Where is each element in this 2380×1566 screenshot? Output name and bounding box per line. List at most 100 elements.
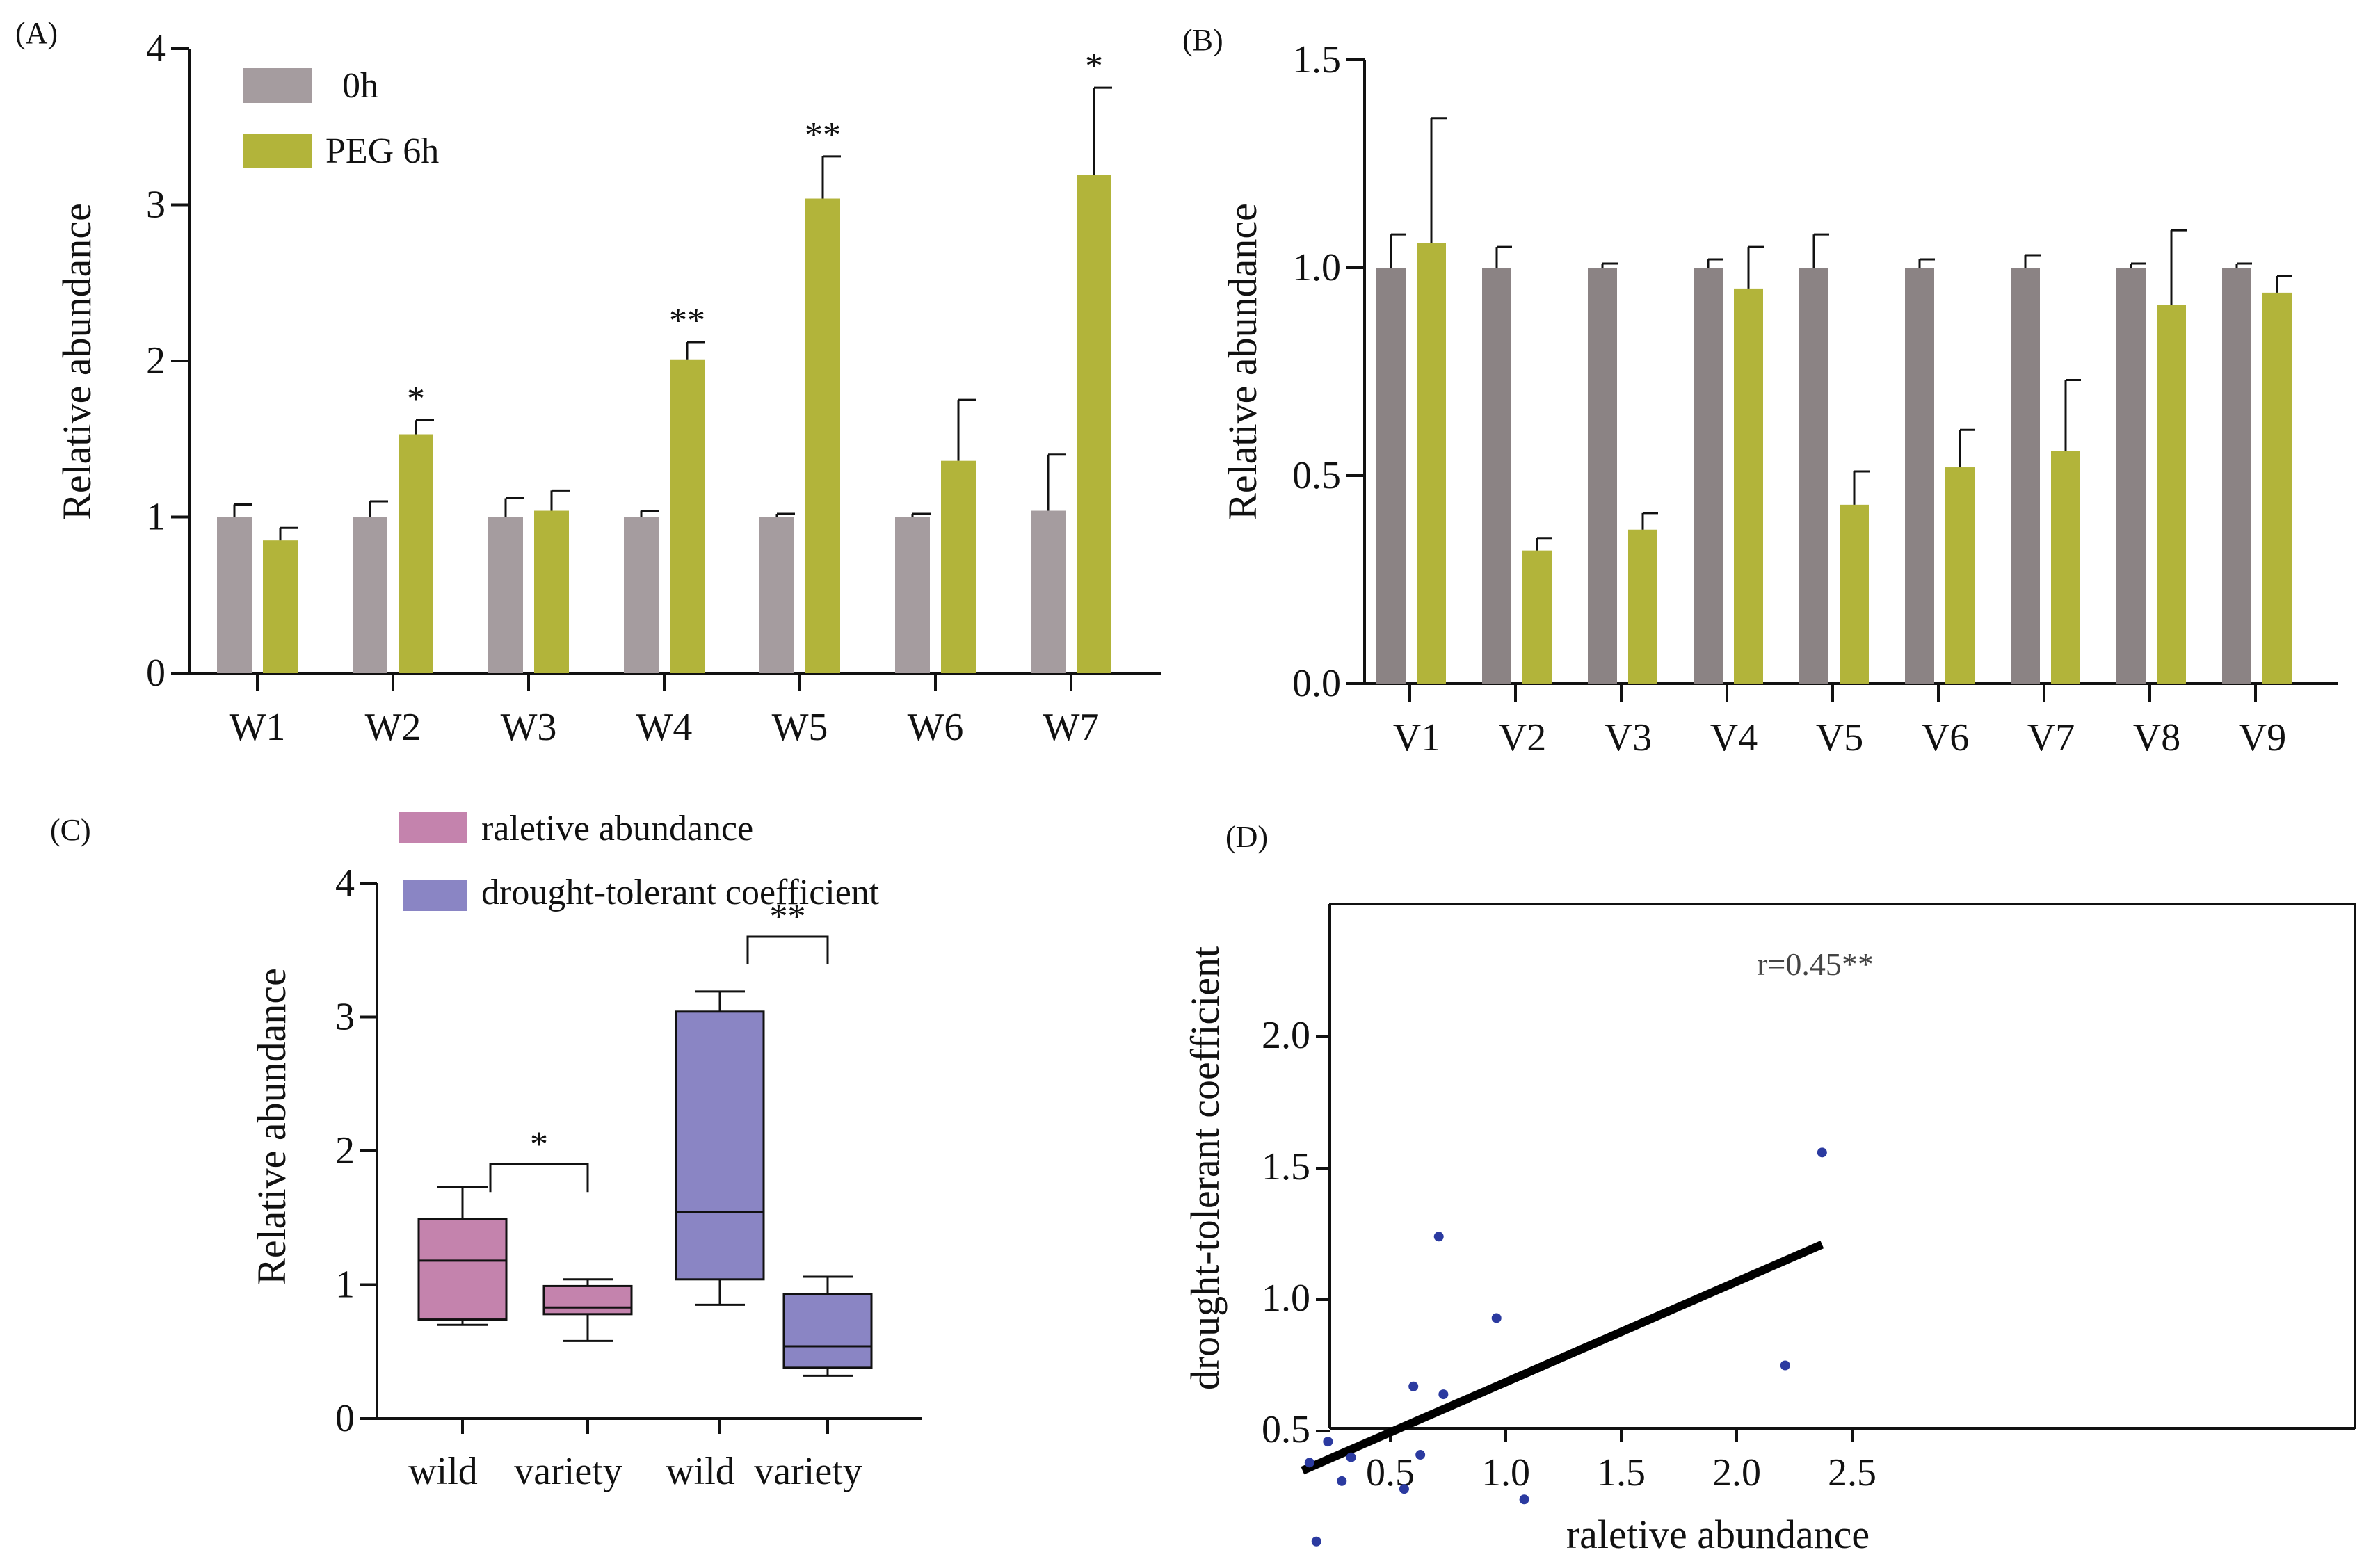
panel-b-x-tick-label: V5 xyxy=(1816,716,1863,759)
panel-a-x-tick-label: W6 xyxy=(908,706,964,749)
panel-a-bar xyxy=(805,198,840,673)
panel-c-label: (C) xyxy=(50,813,91,847)
panel-d-data-point xyxy=(1408,1381,1419,1391)
panel-a-significance: * xyxy=(1085,47,1103,86)
panel-a-x-tick-label: W7 xyxy=(1043,706,1100,749)
panel-a-legend-swatch xyxy=(243,134,312,168)
panel-a-bar xyxy=(399,434,433,673)
panel-b-bar xyxy=(2222,268,2251,684)
panel-d-plot-frame xyxy=(1329,903,2356,1429)
panel-d-y-axis-title: drought-tolerant coefficient xyxy=(1182,946,1228,1390)
panel-a-legend-label: 0h xyxy=(342,66,378,106)
panel-c-y-tick-label: 4 xyxy=(335,862,355,905)
panel-c-box xyxy=(542,1284,633,1316)
panel-d-y-tick-label: 0.5 xyxy=(1262,1408,1310,1451)
panel-c-legend-swatch xyxy=(399,812,467,843)
panel-b-y-tick-label: 1.0 xyxy=(1292,246,1341,289)
panel-c-box xyxy=(782,1293,873,1369)
panel-a-y-tick-label: 4 xyxy=(146,27,166,70)
panel-c-significance-bracket xyxy=(746,935,829,964)
panel-b-bar xyxy=(1522,550,1552,684)
panel-b-y-tick-label: 1.5 xyxy=(1292,38,1341,81)
panel-d-data-point xyxy=(1519,1494,1529,1505)
panel-a-y-axis-title: Relative abundance xyxy=(54,203,99,520)
panel-a-x-tick-label: W5 xyxy=(772,706,828,749)
panel-c-box xyxy=(417,1218,508,1321)
panel-a-significance: ** xyxy=(805,115,841,155)
panel-a-x-tick-label: W3 xyxy=(501,706,557,749)
panel-a-bar xyxy=(534,510,569,673)
panel-a-bar xyxy=(624,517,659,673)
panel-b-bar xyxy=(1482,268,1511,684)
panel-c-y-tick-label: 1 xyxy=(335,1264,355,1307)
panel-a-significance: * xyxy=(407,379,425,419)
panel-a-bar xyxy=(353,517,387,673)
panel-b-x-tick-label: V2 xyxy=(1499,716,1546,759)
panel-a-x-tick-label: W4 xyxy=(636,706,693,749)
panel-b-bar xyxy=(2051,451,2080,684)
panel-c-box xyxy=(675,1010,765,1281)
panel-a-bar xyxy=(895,517,930,673)
panel-c-x-tick-label: variety xyxy=(514,1450,622,1493)
panel-b-bar xyxy=(1734,288,1763,684)
panel-b-bar xyxy=(1945,467,1975,684)
panel-d-data-point xyxy=(1491,1313,1502,1323)
panel-a-y-tick-label: 0 xyxy=(146,652,166,695)
panel-c-significance: ** xyxy=(770,897,806,937)
panel-d-data-point xyxy=(1780,1360,1790,1371)
panel-d-data-point xyxy=(1817,1147,1827,1158)
panel-b-y-tick-label: 0.5 xyxy=(1292,454,1341,497)
panel-a-bar xyxy=(759,517,794,673)
panel-a-legend-label: PEG 6h xyxy=(325,131,439,171)
panel-d-x-tick-label: 2.5 xyxy=(1828,1451,1876,1494)
panel-c-legend-swatch xyxy=(403,880,467,911)
panel-c-legend-label: raletive abundance xyxy=(481,809,753,848)
panel-c-y-tick-label: 2 xyxy=(335,1129,355,1172)
panel-d-y-tick-label: 1.0 xyxy=(1262,1277,1310,1320)
panel-a-x-tick-label: W1 xyxy=(230,706,286,749)
panel-d-label: (D) xyxy=(1225,820,1268,854)
panel-b-bar xyxy=(1694,268,1723,684)
panel-a-x-tick-label: W2 xyxy=(365,706,421,749)
panel-c-significance-bracket xyxy=(489,1163,589,1193)
panel-b-bar xyxy=(1628,529,1657,684)
panel-a-legend-swatch xyxy=(243,68,312,103)
panel-b-x-tick-label: V1 xyxy=(1393,716,1440,759)
panel-b-x-tick-label: V4 xyxy=(1710,716,1758,759)
panel-a-y-tick-label: 1 xyxy=(146,496,166,539)
panel-d-x-tick-label: 1.0 xyxy=(1481,1451,1530,1494)
panel-b-x-tick-label: V7 xyxy=(2027,716,2075,759)
panel-b-bar xyxy=(2262,292,2292,684)
panel-b-bar xyxy=(1417,243,1446,684)
panel-b-y-axis-title: Relative abundance xyxy=(1220,203,1265,520)
panel-c-y-axis-title: Relative abundance xyxy=(249,968,294,1285)
panel-d-data-point xyxy=(1337,1476,1347,1486)
panel-b-x-tick-label: V9 xyxy=(2239,716,2286,759)
panel-b-bar xyxy=(2157,305,2186,684)
panel-b-bar xyxy=(1840,504,1869,684)
panel-d-data-point xyxy=(1346,1452,1356,1462)
panel-b-bar xyxy=(2116,268,2146,684)
panel-a-bar xyxy=(263,540,298,673)
panel-c-significance: * xyxy=(530,1124,548,1164)
panel-b-bar xyxy=(1799,268,1828,684)
panel-a-y-tick-label: 2 xyxy=(146,339,166,382)
panel-b-label: (B) xyxy=(1182,23,1223,57)
panel-a-bar xyxy=(217,517,252,673)
panel-b-bar xyxy=(1588,268,1617,684)
panel-b-bar xyxy=(2011,268,2040,684)
panel-c-x-tick-label: wild xyxy=(408,1450,478,1493)
panel-d-data-point xyxy=(1399,1484,1409,1494)
panel-a-y-tick-label: 3 xyxy=(146,184,166,227)
panel-b-chart: 0.0 0.5 1.0 1.5 Relative abundance V1 V2 V3 V4 V5… xyxy=(1220,38,2338,759)
panel-a-bar xyxy=(1077,175,1111,674)
panel-d-correlation-annotation: r=0.45** xyxy=(1757,946,1874,982)
panel-c-y-tick-label: 0 xyxy=(335,1397,355,1440)
panel-c-x-tick-label: variety xyxy=(754,1450,862,1493)
panel-d-data-point xyxy=(1415,1450,1426,1460)
panel-a-significance: ** xyxy=(669,301,705,341)
panel-d-x-axis-title: raletive abundance xyxy=(1566,1512,1870,1557)
panel-d-data-point xyxy=(1323,1437,1333,1447)
